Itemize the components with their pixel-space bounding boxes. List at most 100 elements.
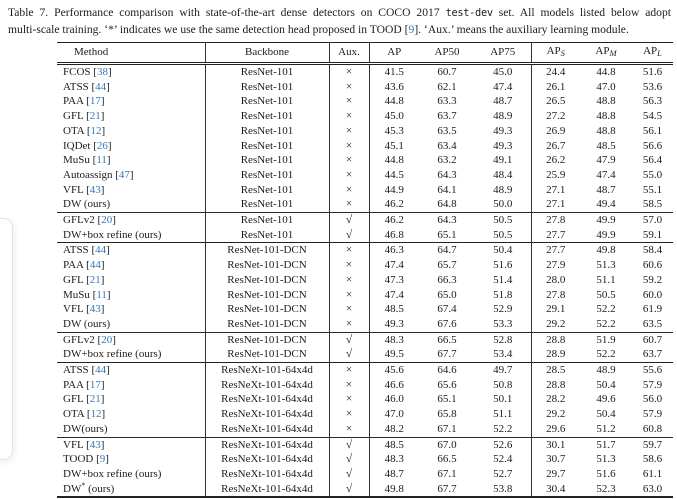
table-row: DW(ours) ResNeXt-101-64x4d × 48.2 67.1 5…: [57, 421, 673, 438]
citation-link[interactable]: 20: [101, 333, 113, 346]
aux-mark-icon: √: [345, 438, 353, 451]
ap50-cell: 64.7: [419, 242, 475, 259]
backbone-cell: ResNet-101-DCN: [205, 272, 330, 288]
ap75-cell: 52.2: [475, 421, 532, 438]
aux-mark-icon: ×: [345, 364, 353, 377]
aux-cell: ×: [329, 302, 370, 317]
ap75-cell: 52.7: [475, 466, 532, 482]
ap75-cell: 47.4: [475, 79, 532, 95]
aux-mark-icon: √: [345, 482, 353, 495]
ap50-cell: 66.5: [437, 453, 457, 466]
citation-link[interactable]: 44: [95, 244, 107, 257]
apl-cell: 59.7: [632, 436, 673, 453]
backbone-cell: ResNet-101: [205, 182, 330, 198]
col-header-ap75: AP75: [475, 42, 532, 65]
ap50-cell: 65.0: [437, 288, 457, 301]
backbone-cell: ResNet-101: [205, 212, 330, 228]
citation-link[interactable]: 12: [90, 124, 102, 137]
aps-cell: 26.7: [546, 139, 566, 152]
citation-link[interactable]: 47: [118, 168, 130, 181]
aps-cell: 25.9: [546, 168, 566, 181]
backbone-cell: ResNeXt-101-64x4d: [205, 362, 330, 378]
citation-link[interactable]: 20: [101, 214, 113, 227]
citation-link[interactable]: 9: [99, 453, 106, 466]
aux-cell: ×: [329, 138, 370, 154]
results-table: Method Backbone Aux. AP AP50 AP75 APS AP…: [57, 42, 673, 499]
ap75-cell: 50.5: [475, 227, 532, 243]
aps-cell: 26.5: [546, 95, 566, 108]
ap-cell: 46.3: [369, 242, 419, 259]
citation-link[interactable]: 44: [89, 259, 101, 272]
aux-cell: √: [329, 212, 370, 228]
aux-mark-icon: √: [345, 467, 353, 480]
citation-link[interactable]: 26: [96, 139, 108, 152]
citation-link[interactable]: 44: [95, 364, 107, 377]
apm-cell: 44.8: [596, 66, 616, 78]
citation-link[interactable]: 11: [96, 288, 107, 301]
citation-link[interactable]: 43: [89, 183, 101, 196]
aux-cell: ×: [329, 272, 370, 288]
ap-cell: 41.5: [384, 66, 404, 78]
ap75-cell: 51.6: [475, 258, 532, 273]
citation-link[interactable]: 17: [89, 378, 101, 391]
caption-text: multi-scale training. ‘*’ indicates we u…: [8, 22, 409, 36]
apm-cell: 52.3: [580, 481, 632, 499]
aps-cell: 29.2: [546, 408, 566, 421]
apl-cell: 60.0: [642, 288, 663, 301]
method-cell: VFL [43]: [57, 436, 206, 453]
apl-cell: 54.5: [642, 110, 663, 123]
aux-mark-icon: ×: [345, 303, 353, 316]
aux-mark-icon: ×: [345, 378, 353, 391]
aps-cell: 27.1: [546, 198, 566, 211]
apl-cell: 61.1: [642, 467, 663, 480]
citation-link[interactable]: 38: [96, 66, 108, 78]
ap50-cell: 66.5: [419, 331, 475, 348]
table-row: ATSS [44] ResNeXt-101-64x4d × 45.6 64.6 …: [57, 362, 673, 378]
apm-cell: 51.3: [596, 453, 616, 466]
ap-cell: 45.0: [384, 110, 404, 123]
backbone-cell: ResNet-101: [205, 167, 330, 183]
citation-link[interactable]: 44: [95, 80, 107, 93]
backbone-cell: ResNet-101: [205, 197, 330, 213]
caption-text: set. All models listed below adopt: [492, 6, 672, 19]
ap75-cell: 50.4: [475, 242, 532, 259]
citation-link[interactable]: 21: [89, 393, 101, 406]
ap-cell: 45.6: [369, 362, 419, 378]
ap50-cell: 60.7: [437, 66, 457, 78]
ap75-cell: 53.3: [475, 316, 532, 333]
citation-link[interactable]: 21: [89, 273, 101, 286]
apl-cell: 58.4: [632, 242, 673, 259]
table-row: DW+box refine (ours) ResNet-101 √ 46.8 6…: [57, 227, 673, 243]
backbone-cell: ResNet-101: [205, 109, 330, 124]
aux-cell: √: [329, 481, 370, 499]
citation-link[interactable]: 12: [90, 408, 102, 421]
ap75-cell: 52.9: [475, 302, 532, 317]
apm-cell: 51.3: [596, 259, 616, 272]
citation-link[interactable]: 43: [89, 438, 101, 451]
citation-link[interactable]: 9: [408, 22, 415, 36]
citation-link[interactable]: 21: [89, 110, 101, 123]
ap50-cell: 65.7: [437, 259, 457, 272]
apl-cell: 56.1: [642, 124, 663, 137]
backbone-cell: ResNet-101: [205, 138, 330, 154]
aux-mark-icon: ×: [345, 124, 353, 137]
aux-cell: ×: [329, 362, 370, 378]
ap50-cell: 63.3: [437, 95, 457, 108]
ap-cell: 49.8: [369, 481, 419, 499]
aps-cell: 30.4: [531, 481, 580, 499]
backbone-cell: ResNet-101-DCN: [205, 258, 330, 273]
citation-link[interactable]: 43: [89, 303, 101, 316]
ap75-cell: 51.4: [475, 272, 532, 288]
aps-cell: 28.8: [531, 331, 580, 348]
method-cell: DW+box refine (ours): [57, 347, 206, 363]
ap75-cell: 50.1: [475, 392, 532, 408]
citation-link[interactable]: 11: [96, 154, 107, 167]
aux-mark-icon: ×: [345, 317, 353, 330]
aux-mark-icon: ×: [345, 139, 353, 152]
method-cell: DW* (ours): [57, 481, 206, 499]
ap75-cell: 45.0: [475, 63, 532, 80]
citation-link[interactable]: 17: [89, 95, 101, 108]
aux-mark-icon: ×: [345, 288, 353, 301]
ap75-cell: 49.3: [475, 138, 532, 154]
ap75-cell: 51.8: [475, 287, 532, 303]
